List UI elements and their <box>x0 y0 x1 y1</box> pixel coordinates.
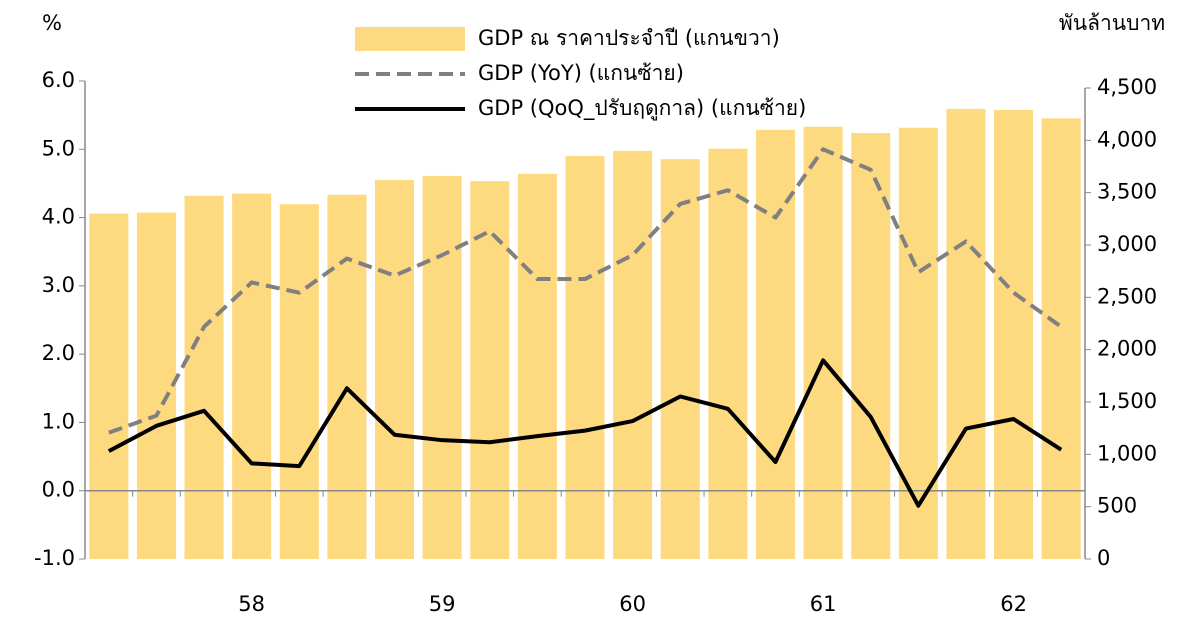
bar <box>708 148 748 559</box>
bar <box>1041 118 1081 559</box>
y-tick-label: 3.0 <box>42 273 75 297</box>
bar <box>327 194 367 559</box>
bar <box>232 193 272 560</box>
bar <box>375 180 415 559</box>
bar <box>660 159 700 559</box>
y2-tick-label: 0 <box>1097 546 1110 570</box>
bar <box>422 175 462 560</box>
x-tick-label: 60 <box>619 592 646 616</box>
y-tick-label: 6.0 <box>42 68 75 92</box>
bar <box>136 212 176 559</box>
y-unit: % <box>42 11 62 35</box>
bar <box>565 156 605 560</box>
x-tick-label: 62 <box>1000 592 1027 616</box>
y2-tick-label: 3,500 <box>1097 180 1157 204</box>
bar <box>613 150 653 560</box>
x-tick-label: 59 <box>429 592 456 616</box>
bar <box>517 173 557 559</box>
x-tick-label: 58 <box>238 592 265 616</box>
y-tick-label: -1.0 <box>34 546 75 570</box>
bar <box>851 133 891 560</box>
y2-tick-label: 4,500 <box>1097 75 1157 99</box>
bar <box>755 129 795 559</box>
y2-tick-label: 4,000 <box>1097 127 1157 151</box>
legend-label: GDP ณ ราคาประจำปี (แกนขวา) <box>478 26 780 50</box>
legend-label: GDP (YoY) (แกนซ้าย) <box>478 61 684 85</box>
y2-tick-label: 500 <box>1097 494 1137 518</box>
y-tick-label: 1.0 <box>42 409 75 433</box>
y2-tick-label: 2,500 <box>1097 284 1157 308</box>
y-tick-label: 5.0 <box>42 136 75 160</box>
y2-tick-label: 1,500 <box>1097 389 1157 413</box>
y2-unit: พันล้านบาท <box>1059 11 1165 35</box>
legend-swatch <box>355 27 465 51</box>
bar <box>994 109 1034 559</box>
bar <box>184 195 224 559</box>
line <box>108 147 1063 435</box>
bar <box>946 108 986 559</box>
x-tick-label: 61 <box>810 592 837 616</box>
bar <box>89 213 129 559</box>
line <box>107 358 1063 508</box>
legend-label: GDP (QoQ_ปรับฤดูกาล) (แกนซ้าย) <box>478 96 806 121</box>
y2-tick-label: 3,000 <box>1097 232 1157 256</box>
bar <box>898 127 938 560</box>
bar <box>279 204 319 559</box>
y2-tick-label: 2,000 <box>1097 337 1157 361</box>
y-tick-label: 2.0 <box>42 341 75 365</box>
bar <box>470 181 510 560</box>
bar <box>803 126 843 559</box>
y-tick-label: 4.0 <box>42 205 75 229</box>
y-tick-label: 0.0 <box>42 478 75 502</box>
y2-tick-label: 1,000 <box>1097 441 1157 465</box>
